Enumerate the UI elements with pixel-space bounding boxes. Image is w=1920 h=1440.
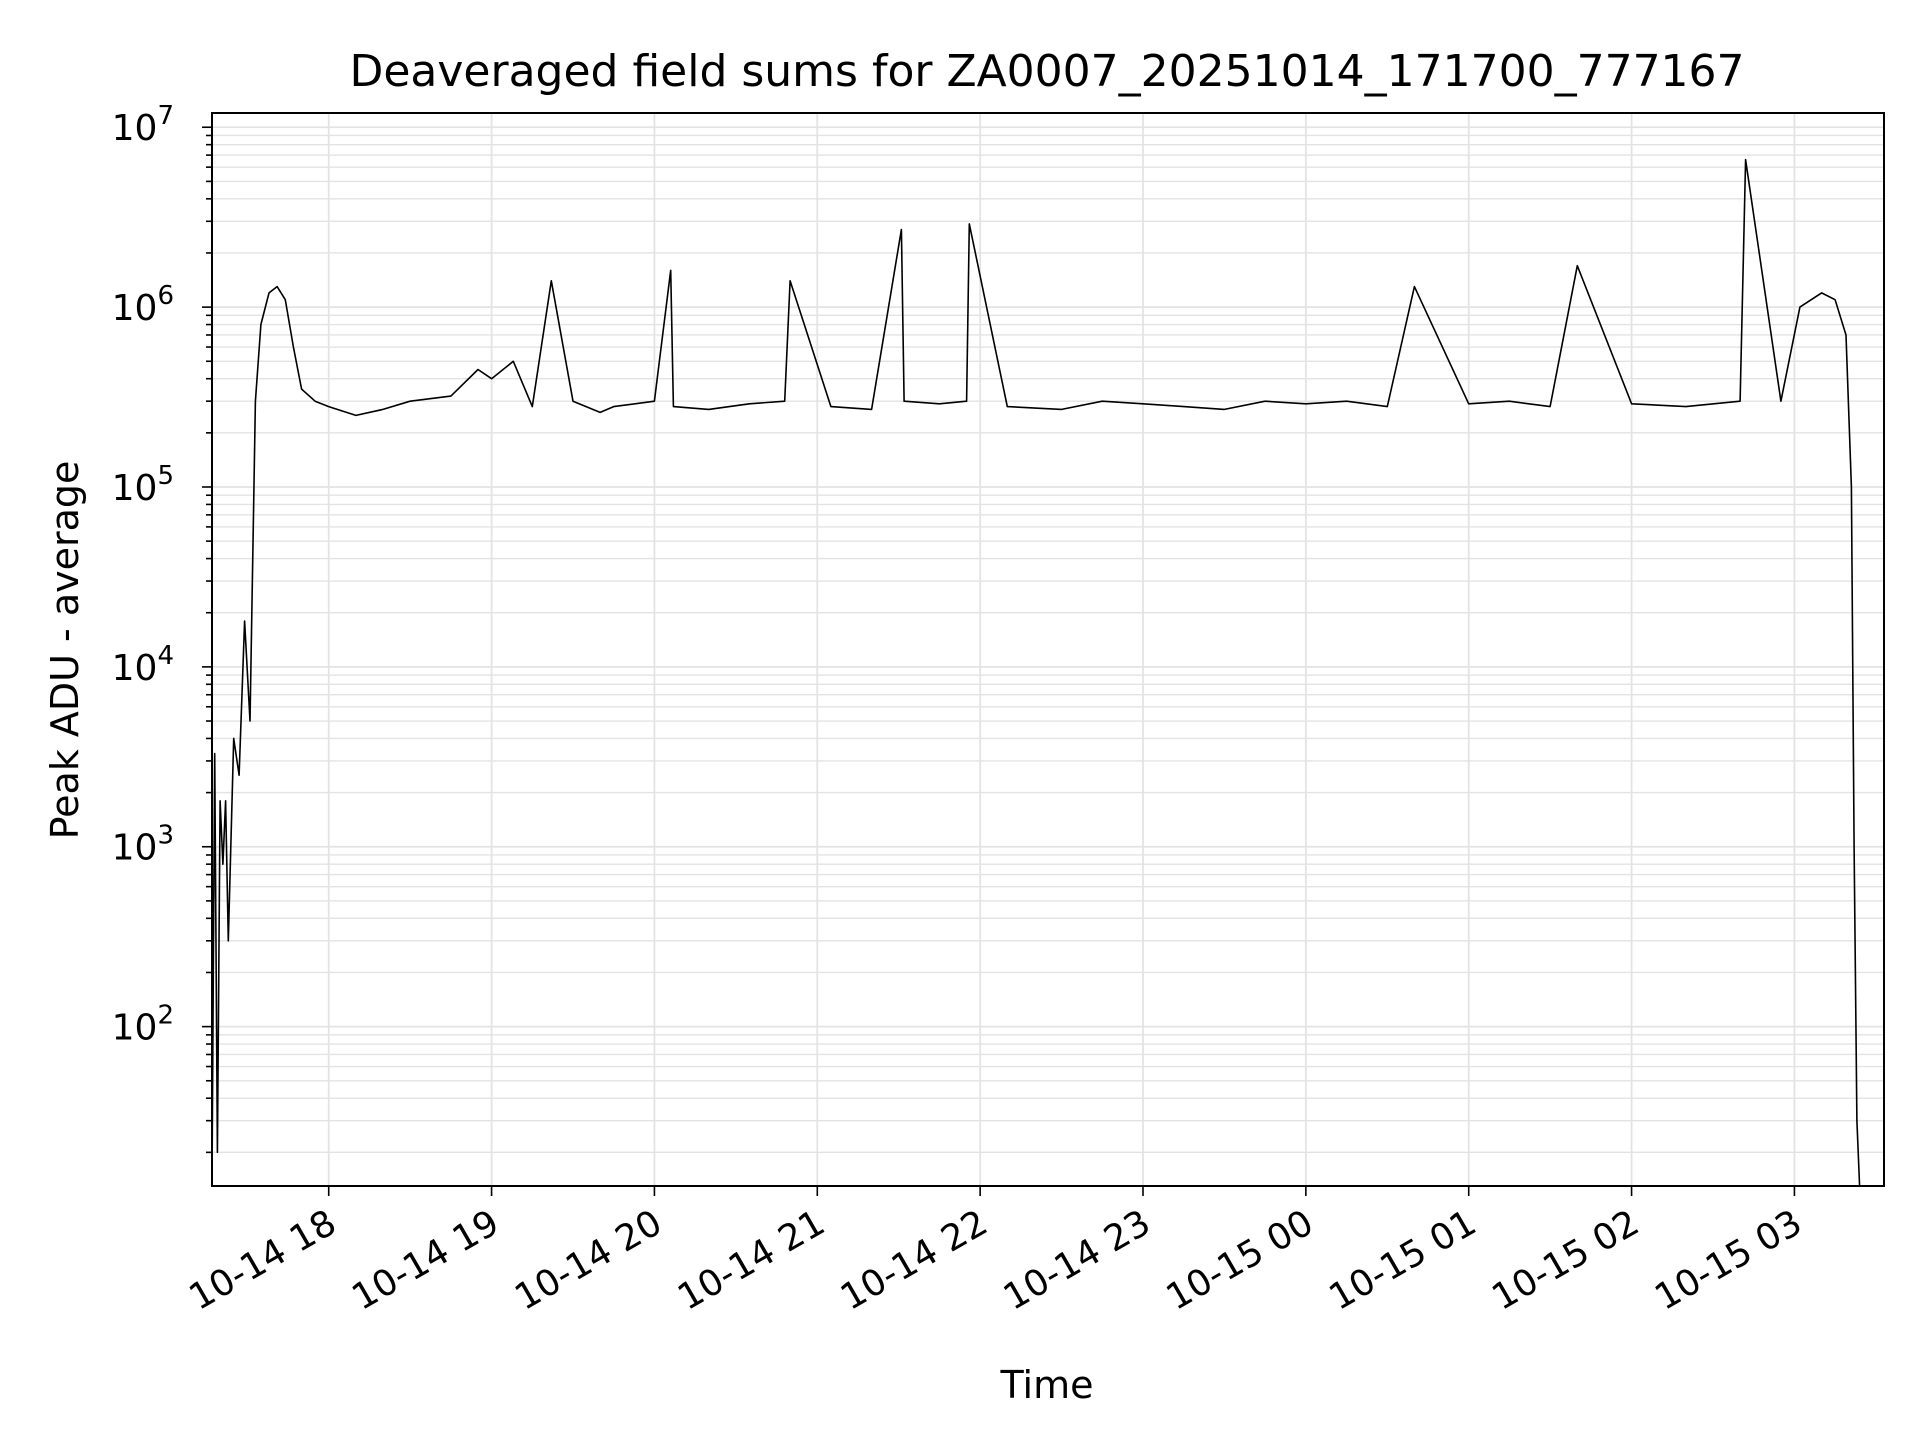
y-tick-label: 105 xyxy=(112,461,174,509)
y-tick-label: 106 xyxy=(112,281,174,329)
series-line xyxy=(212,158,1861,1186)
y-axis: 102 103 104 105 106 107 xyxy=(112,101,212,1154)
chart-title: Deaveraged field sums for ZA0007_2025101… xyxy=(349,46,1744,97)
y-tick-label: 102 xyxy=(112,1001,174,1049)
y-tick-label: 107 xyxy=(112,101,174,149)
y-gridlines xyxy=(212,126,1884,1154)
x-gridlines xyxy=(327,113,1796,1186)
x-axis-label: Time xyxy=(1000,1363,1094,1407)
plot-frame xyxy=(211,112,1885,1187)
y-tick-label: 104 xyxy=(112,641,174,689)
y-tick-label: 103 xyxy=(112,821,174,869)
y-axis-label: Peak ADU - average xyxy=(43,461,87,840)
